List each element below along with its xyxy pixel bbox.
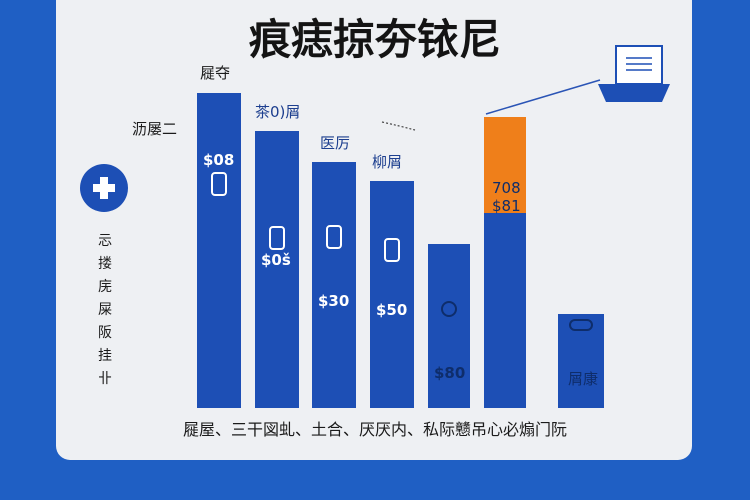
value-label: $80 (434, 364, 466, 383)
category-label: 屣夺 (200, 64, 231, 82)
value-label: $50 (376, 301, 408, 320)
jar-icon (384, 238, 400, 263)
trend-line (485, 79, 601, 115)
side-list-item: 搂 (98, 256, 112, 272)
value-label: $0š (261, 250, 291, 269)
jar-icon (326, 225, 342, 250)
category-label: 医厉 (320, 134, 351, 153)
side-list-item: 忈 (98, 233, 112, 249)
side-list-item: 挂 (98, 348, 112, 364)
side-list-item: 阪 (98, 325, 112, 341)
ship-icon (598, 45, 670, 102)
cloud-icon (569, 318, 593, 331)
side-label: 沥屡二 (132, 120, 178, 138)
category-label: 柳屑 (372, 153, 403, 172)
bar (312, 162, 356, 408)
side-list: 忈 搂 庑 屎 阪 挂 卝 (94, 230, 116, 391)
bar (428, 244, 470, 408)
dotted-line (381, 121, 416, 131)
bar (484, 212, 526, 408)
value-label: $08 (203, 151, 235, 169)
axis-caption: 屣屋、三干図虬、土合、厌厌内、私际戆吊心必煽门阮 (182, 420, 567, 439)
chart-title: 痕痣掠夯铱尼 (248, 15, 501, 64)
side-list-item: 卝 (98, 371, 112, 387)
value-label: 屑康 (568, 369, 599, 388)
side-list-item: 庑 (98, 279, 112, 295)
bar (197, 93, 241, 408)
highlight-bar (484, 116, 526, 213)
bar (370, 181, 414, 408)
highlight-value-label: $81 (492, 196, 521, 215)
bar (255, 130, 299, 408)
figure-icon (441, 301, 457, 318)
value-label: $30 (318, 292, 350, 311)
category-label: 茶0)屑 (255, 102, 301, 121)
bottle-icon (211, 172, 227, 196)
plus-icon (80, 164, 128, 212)
side-list-item: 屎 (98, 302, 112, 318)
food-icon (269, 225, 285, 250)
highlight-value-label: 708 (492, 178, 521, 197)
